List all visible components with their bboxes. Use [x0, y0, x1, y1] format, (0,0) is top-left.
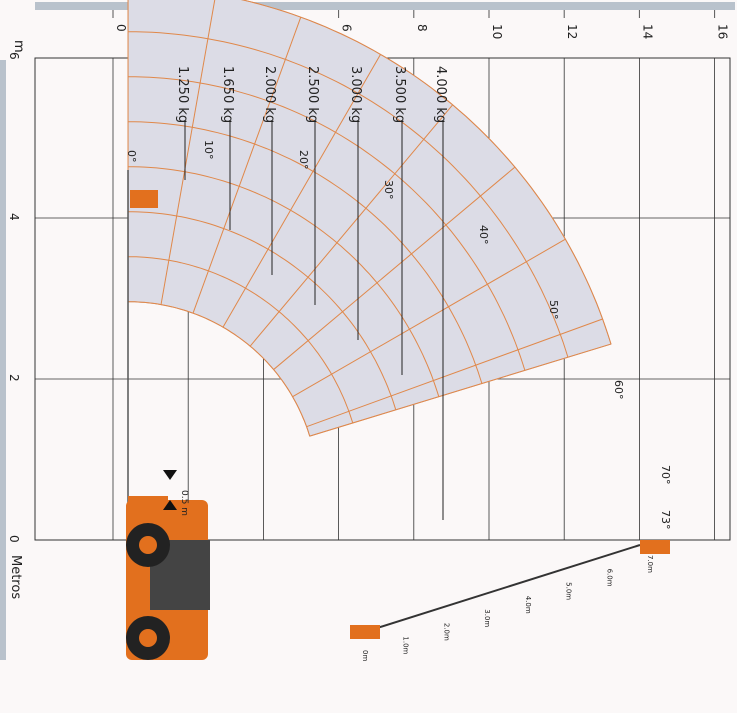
- top-tick-label: 10: [490, 24, 504, 39]
- extension-label: 1.0m: [402, 636, 410, 654]
- extension-arc: [127, 76, 526, 371]
- left-axis-unit: Metros: [8, 555, 23, 599]
- extension-arc: [128, 166, 440, 397]
- load-label: 3.500 kg: [392, 66, 407, 123]
- extension-label: 6.0m: [605, 569, 613, 587]
- boom-line: [354, 544, 641, 636]
- extension-label: 0m: [361, 650, 369, 661]
- angle-label: 60°: [612, 380, 625, 400]
- angle-ray: [309, 343, 612, 437]
- angle-label: 0°: [125, 150, 138, 163]
- top-tick-label: 16: [716, 24, 730, 39]
- angle-labels: 0° 10° 20° 30° 40° 50° 60° 70° 73°: [125, 140, 672, 530]
- extension-arc: [128, 256, 354, 424]
- extension-arc: [128, 211, 397, 410]
- left-axis-ticks: 0246810: [7, 52, 21, 543]
- load-label: 2.000 kg: [262, 66, 277, 123]
- angle-ray: [292, 238, 566, 398]
- top-tick-label: 14: [640, 24, 654, 39]
- offset-label: 0.5 m: [179, 490, 189, 516]
- left-tick-label: 4: [7, 213, 21, 221]
- angle-ray: [222, 54, 381, 328]
- left-tick-label: 0: [7, 535, 21, 543]
- top-tick-label: 8: [415, 24, 429, 32]
- load-label: 1.650 kg: [220, 66, 235, 123]
- angle-label: 20°: [297, 150, 310, 170]
- angle-label: 73°: [659, 510, 672, 530]
- fork-73deg: [640, 540, 670, 554]
- top-tick-label: 6: [340, 24, 354, 32]
- top-axis-bar: [35, 2, 735, 10]
- extension-label: 5.0m: [565, 582, 573, 600]
- angle-label: 10°: [202, 140, 215, 160]
- fork-retracted: [350, 625, 380, 639]
- load-label: 4.000 kg: [433, 66, 448, 123]
- load-label: 1.250 kg: [175, 66, 190, 123]
- angle-ray: [306, 318, 603, 428]
- offset-marker: 0.5 m: [163, 470, 189, 516]
- angle-ray: [249, 104, 454, 347]
- angle-ray: [160, 0, 216, 305]
- load-label: 3.000 kg: [348, 66, 363, 123]
- left-axis-bar: [0, 60, 6, 660]
- top-axis-unit: m: [11, 40, 26, 53]
- load-capacity-lines: 1.250 kg 1.650 kg 2.000 kg 2.500 kg 3.000 kg…: [175, 66, 448, 520]
- angle-label: 40°: [477, 225, 490, 245]
- top-tick-label: 12: [565, 24, 579, 39]
- top-tick-label: 0: [114, 24, 128, 32]
- extension-label: 2.0m: [442, 623, 450, 641]
- extension-arc: [128, 301, 311, 437]
- angle-label: 50°: [547, 300, 560, 320]
- angle-label: 30°: [382, 180, 395, 200]
- left-tick-label: 6: [7, 52, 21, 60]
- left-tick-label: 2: [7, 374, 21, 382]
- extension-labels: 0m 1.0m 2.0m 3.0m 4.0m 5.0m 6.0m 7.0m: [361, 555, 654, 661]
- angle-label: 70°: [659, 465, 672, 485]
- angle-ray: [192, 16, 302, 314]
- fork-0deg: [130, 190, 158, 208]
- telescopic-boom: [127, 170, 641, 636]
- load-label: 2.500 kg: [305, 66, 320, 123]
- extension-label: 3.0m: [483, 609, 491, 627]
- angle-ray: [273, 166, 516, 370]
- load-envelope: [127, 0, 612, 437]
- telehandler-machine: [126, 496, 210, 660]
- extension-arc: [127, 121, 483, 384]
- extension-label: 7.0m: [646, 555, 654, 573]
- extension-arc: [241, 0, 612, 345]
- extension-label: 4.0m: [524, 596, 532, 614]
